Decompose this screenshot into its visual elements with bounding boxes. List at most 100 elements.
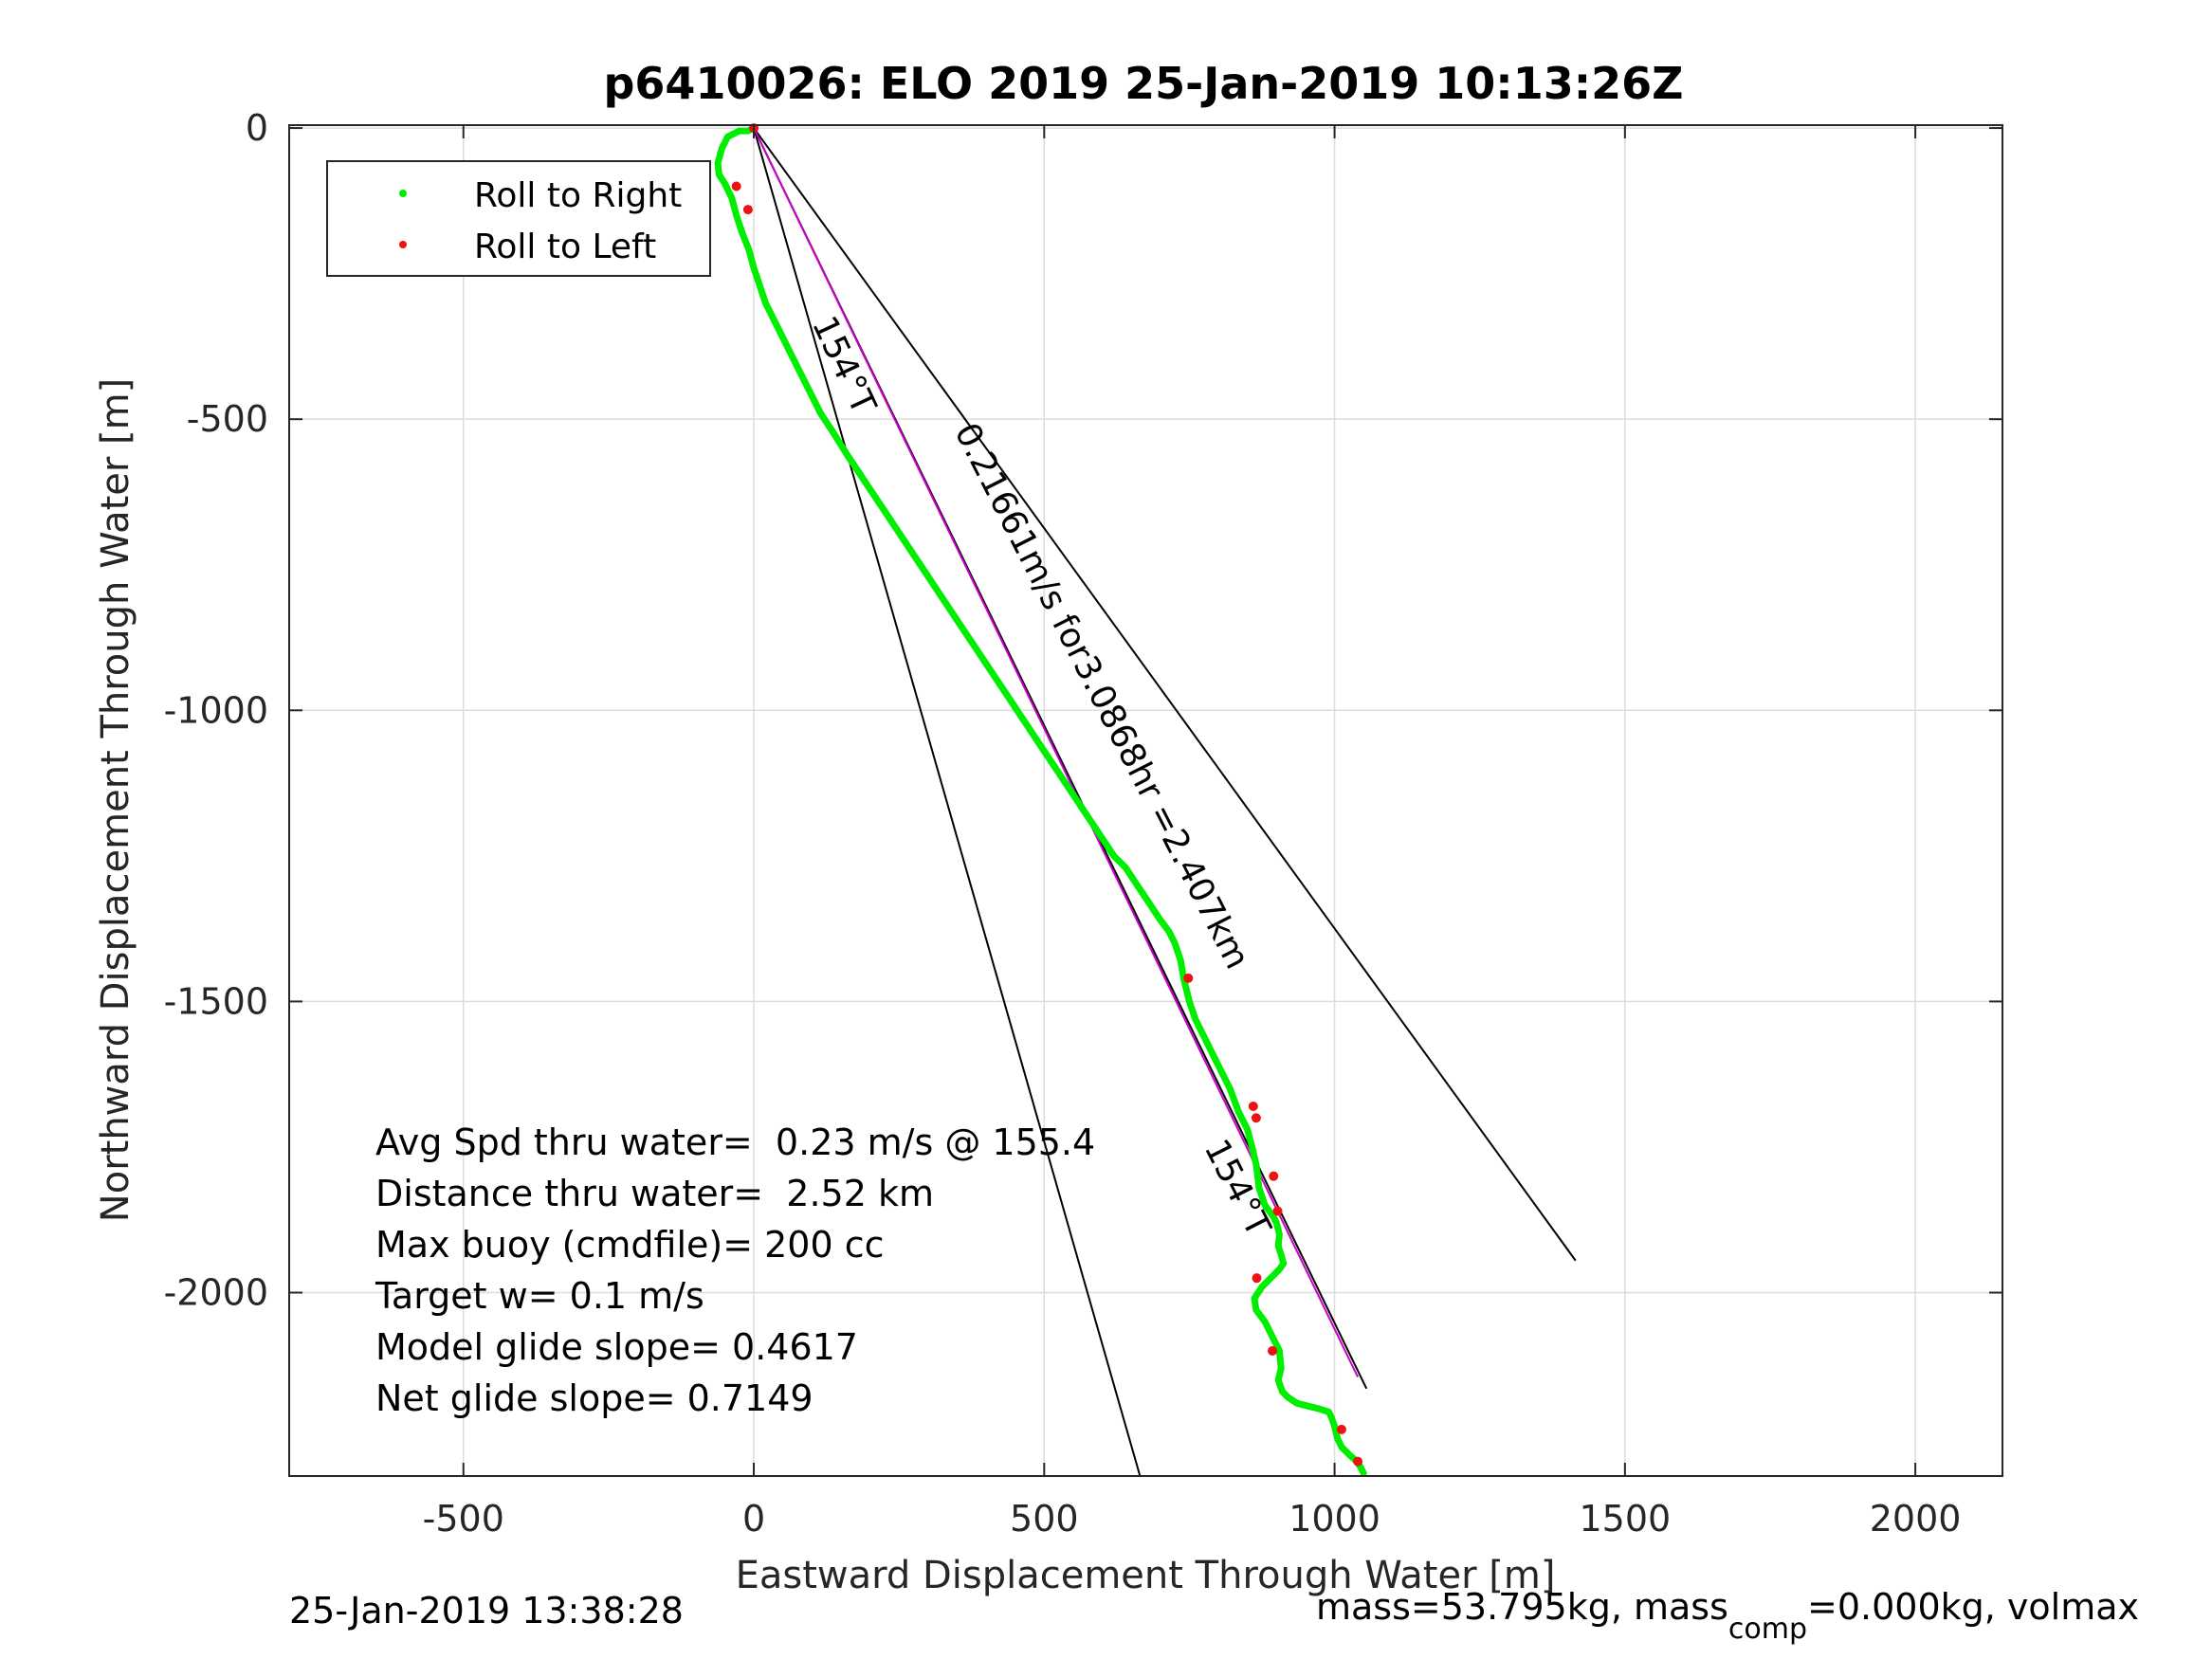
roll-right-point bbox=[1157, 917, 1163, 923]
roll-right-point bbox=[1345, 1451, 1352, 1458]
footer-mass-text: mass=53.795kg, mass bbox=[1316, 1586, 1728, 1628]
stats-block: Avg Spd thru water= 0.23 m/s @ 155.4 Dis… bbox=[375, 1121, 1095, 1419]
roll-right-point bbox=[844, 451, 850, 458]
roll-right-point bbox=[1134, 882, 1141, 888]
y-tick-label: -1000 bbox=[164, 689, 268, 731]
roll-right-point bbox=[1052, 765, 1059, 772]
reference-line-0 bbox=[753, 127, 1142, 1477]
roll-left-point bbox=[1269, 1171, 1279, 1181]
stat-max-buoy: Max buoy (cmdfile)= 200 cc bbox=[375, 1224, 885, 1266]
roll-right-point bbox=[716, 172, 722, 178]
roll-right-point bbox=[1271, 1213, 1277, 1220]
roll-right-point bbox=[733, 212, 740, 219]
roll-right-point bbox=[751, 264, 758, 271]
roll-left-point bbox=[1252, 1273, 1262, 1284]
roll-right-point bbox=[1249, 1143, 1255, 1150]
roll-left-point bbox=[1268, 1345, 1278, 1356]
roll-right-point bbox=[757, 282, 763, 288]
roll-right-point bbox=[1273, 1219, 1280, 1226]
roll-right-point bbox=[878, 503, 885, 510]
roll-left-point bbox=[1336, 1424, 1346, 1434]
roll-right-point bbox=[1255, 1184, 1262, 1191]
roll-right-point bbox=[1334, 1435, 1341, 1442]
roll-right-point bbox=[1262, 1202, 1269, 1209]
legend-marker-roll-right bbox=[399, 190, 407, 197]
roll-left-point bbox=[1183, 973, 1194, 983]
data-series bbox=[714, 123, 1367, 1477]
roll-right-point bbox=[867, 485, 873, 492]
roll-right-point bbox=[1252, 1295, 1258, 1302]
roll-right-point bbox=[1331, 1423, 1338, 1430]
roll-right-point bbox=[1278, 1365, 1285, 1372]
x-tick-label: 500 bbox=[1010, 1498, 1079, 1540]
reference-line-1 bbox=[753, 127, 1577, 1262]
roll-right-point bbox=[762, 300, 769, 306]
chart-title: p6410026: ELO 2019 25-Jan-2019 10:13:26Z bbox=[604, 58, 1684, 109]
roll-right-point bbox=[913, 556, 920, 562]
roll-right-point bbox=[1145, 899, 1152, 905]
roll-right-point bbox=[1276, 1347, 1283, 1354]
roll-right-point bbox=[1123, 865, 1129, 871]
y-tick-label: -1500 bbox=[164, 980, 268, 1022]
roll-right-point bbox=[1252, 1161, 1259, 1168]
roll-right-point bbox=[736, 128, 742, 135]
roll-right-point bbox=[890, 520, 897, 527]
roll-right-point bbox=[1244, 1126, 1251, 1133]
roll-right-point bbox=[1276, 1266, 1283, 1272]
stat-avg-speed: Avg Spd thru water= 0.23 m/s @ 155.4 bbox=[375, 1121, 1095, 1163]
roll-right-point bbox=[948, 608, 955, 614]
roll-right-point bbox=[1259, 1284, 1266, 1290]
roll-right-point bbox=[791, 357, 797, 364]
roll-right-point bbox=[1285, 1395, 1291, 1401]
roll-right-point bbox=[1209, 1050, 1216, 1057]
roll-right-point bbox=[855, 468, 862, 475]
roll-right-point bbox=[724, 134, 731, 140]
x-tick-label: 2000 bbox=[1870, 1498, 1962, 1540]
roll-right-point bbox=[782, 340, 789, 347]
roll-right-point bbox=[1017, 713, 1024, 720]
stat-target-w: Target w= 0.1 m/s bbox=[375, 1275, 704, 1317]
roll-right-point bbox=[937, 591, 943, 597]
legend-label-roll-left: Roll to Left bbox=[474, 228, 656, 266]
roll-right-point bbox=[800, 375, 807, 382]
roll-right-point bbox=[829, 428, 835, 434]
roll-right-point bbox=[995, 678, 1001, 684]
roll-right-point bbox=[971, 643, 978, 649]
roll-right-point bbox=[1280, 1260, 1287, 1267]
roll-right-point bbox=[1076, 800, 1083, 807]
footer-mass-subscript: comp bbox=[1728, 1613, 1807, 1646]
roll-right-point bbox=[1328, 1414, 1335, 1421]
roll-right-point bbox=[715, 159, 722, 166]
y-tick-label: -500 bbox=[187, 398, 268, 440]
roll-left-point bbox=[731, 181, 741, 191]
x-axis-label: Eastward Displacement Through Water [m] bbox=[736, 1554, 1556, 1597]
stat-distance: Distance thru water= 2.52 km bbox=[375, 1173, 934, 1214]
roll-right-point bbox=[1317, 1406, 1324, 1413]
roll-right-point bbox=[1293, 1400, 1300, 1407]
roll-right-point bbox=[1271, 1336, 1277, 1342]
roll-right-point bbox=[960, 626, 966, 632]
stat-net-glide: Net glide slope= 0.7149 bbox=[375, 1377, 814, 1419]
roll-right-point bbox=[1306, 1403, 1312, 1410]
roll-right-point bbox=[719, 145, 725, 152]
roll-right-point bbox=[902, 538, 908, 545]
roll-right-point bbox=[983, 661, 990, 667]
roll-right-point bbox=[1338, 1444, 1344, 1450]
roll-right-point bbox=[817, 410, 824, 417]
y-tick-label: -2000 bbox=[164, 1272, 268, 1314]
roll-right-point bbox=[1099, 835, 1106, 842]
legend-marker-roll-left bbox=[399, 241, 407, 248]
roll-right-point bbox=[1275, 1376, 1282, 1383]
y-axis-ticks: 0 -500 -1000 -1500 -2000 bbox=[164, 107, 2002, 1314]
y-tick-label: 0 bbox=[246, 107, 268, 149]
roll-right-point bbox=[1110, 852, 1117, 859]
roll-right-point bbox=[1279, 1388, 1286, 1395]
roll-right-point bbox=[1192, 1015, 1198, 1022]
roll-right-point bbox=[1200, 1033, 1207, 1040]
x-tick-label: 0 bbox=[742, 1498, 765, 1540]
roll-right-point bbox=[1178, 957, 1184, 964]
roll-right-point bbox=[1276, 1231, 1283, 1238]
roll-right-point bbox=[924, 574, 931, 580]
roll-left-point bbox=[1272, 1206, 1283, 1216]
